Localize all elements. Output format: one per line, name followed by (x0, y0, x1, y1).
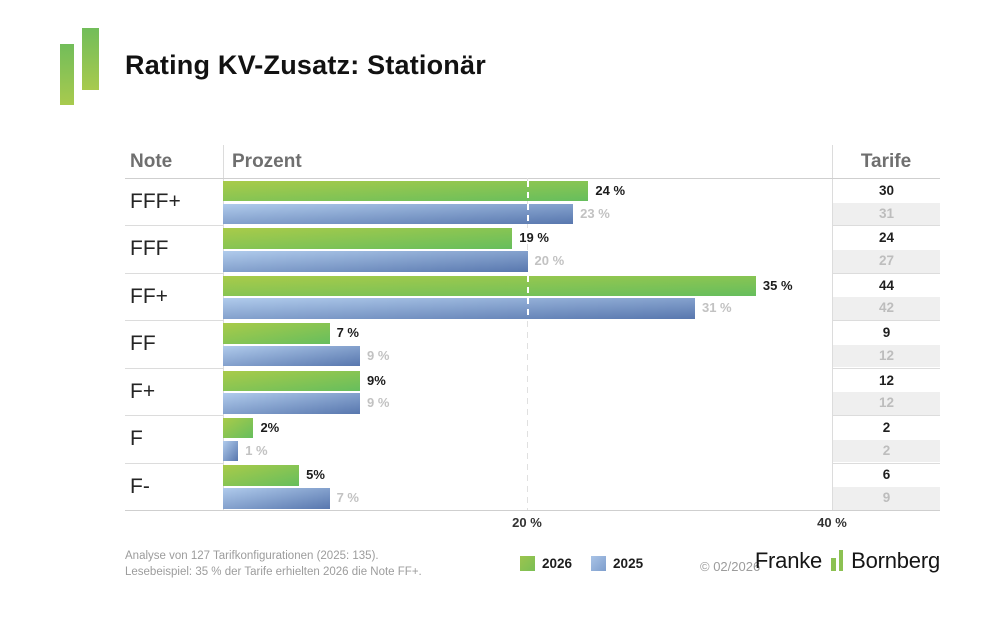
x-tick-20: 20 % (512, 515, 542, 530)
note-label-f+: F+ (130, 379, 156, 403)
bar-value-2026: 24 % (595, 182, 626, 198)
row-separator (832, 320, 940, 322)
logo-bar-icon (82, 28, 99, 90)
legend-swatch-2025-icon (591, 556, 607, 571)
gridline-overlay-icon (526, 203, 529, 225)
tarife-2026-ff: 9 (882, 325, 891, 341)
bar-2026-ff (223, 323, 330, 344)
bar-value-2025: 9 % (367, 347, 390, 363)
header-underline (125, 177, 940, 179)
bar-value-2026: 5% (306, 467, 325, 483)
note-label-ff+: FF+ (130, 284, 168, 308)
bar-value-2025: 23 % (580, 205, 610, 221)
tarife-2025-ff+: 42 (833, 297, 940, 320)
franke-bornberg-logotype: Franke Bornberg (755, 548, 940, 574)
column-header-prozent: Prozent (232, 151, 302, 172)
note-label-f: F (130, 427, 143, 451)
note-label-fff: FFF (130, 237, 169, 261)
bar-2025-f+ (223, 393, 361, 414)
bar-value-2025: 20 % (534, 253, 565, 269)
tarife-2026-f+: 12 (878, 372, 895, 388)
legend-swatch-2026-icon (520, 556, 535, 571)
gridline-overlay-icon (526, 298, 529, 319)
row-separator (832, 462, 940, 464)
tarife-2026-fff: 24 (878, 230, 895, 246)
legend: 2026 2025 (520, 556, 643, 571)
x-tick-40: 40 % (817, 515, 847, 530)
bar-2026-f (223, 417, 254, 439)
row-separator (125, 415, 223, 417)
bar-value-2026: 9% (367, 372, 386, 388)
column-header-note: Note (130, 151, 173, 172)
row-separator (125, 462, 223, 464)
bar-value-2026: 19 % (519, 230, 549, 246)
logo-bar-icon (838, 549, 844, 571)
legend-item-2025: 2025 (591, 556, 643, 571)
row-separator (125, 272, 223, 274)
tarife-2026-ff+: 44 (878, 277, 895, 293)
footnote-line2: Lesebeispiel: 35 % der Tarife erhielten … (125, 565, 422, 578)
legend-label-2025: 2025 (613, 556, 644, 571)
bar-value-2025: 7 % (336, 490, 359, 506)
note-label-ff: FF (130, 332, 156, 356)
bar-value-2026: 35 % (762, 277, 793, 293)
x-axis-line (125, 509, 940, 511)
bar-2025-f (223, 440, 239, 462)
tarife-2025-f-: 9 (833, 487, 940, 510)
page-title: Rating KV-Zusatz: Stationär (125, 50, 486, 80)
tarife-2026-fff+: 30 (878, 182, 895, 198)
bar-value-2025: 9 % (367, 395, 390, 411)
brand-name-franke: Franke (754, 548, 823, 573)
note-label-fff+: FFF+ (130, 190, 181, 213)
copyright: © 02/2026 (700, 559, 761, 574)
footnote-line1: Analyse von 127 Tarifkonfigurationen (20… (125, 550, 379, 562)
bar-2025-ff+ (223, 298, 695, 319)
row-separator (832, 367, 940, 369)
bar-2026-ff+ (223, 275, 756, 297)
gridline-20-percent (526, 178, 529, 510)
logo-bar-icon (60, 44, 74, 105)
rating-table: Note Prozent Tarife FFF+ 24 % 30 23 % 31 FFF 1… (125, 145, 940, 530)
table-body: FFF+ 24 % 30 23 % 31 FFF 19 % 24 20 % 27 FF+ 35 % 44… (125, 145, 940, 510)
tarife-2025-fff+: 31 (833, 202, 940, 226)
column-header-tarife: Tarife (860, 151, 912, 172)
brand-name-bornberg: Bornberg (851, 548, 940, 573)
column-divider (832, 145, 833, 510)
tarife-2025-f: 2 (833, 439, 940, 463)
footnote: Analyse von 127 Tarifkonfigurationen (20… (125, 549, 422, 580)
tarife-2025-f+: 12 (833, 392, 940, 415)
bar-value-2026: 2% (260, 419, 280, 435)
bar-2026-fff+ (223, 180, 589, 202)
row-separator (125, 367, 223, 369)
bar-2026-f- (223, 465, 300, 486)
logo-bar-icon (831, 557, 836, 571)
legend-label-2026: 2026 (542, 556, 573, 571)
tarife-2025-ff: 12 (833, 344, 940, 368)
row-separator (832, 225, 940, 227)
bar-2025-fff (223, 251, 528, 272)
bar-2026-f+ (223, 370, 361, 392)
tarife-2025-fff: 27 (833, 250, 940, 273)
row-separator (832, 272, 940, 274)
bar-2026-fff (223, 228, 513, 249)
bar-2025-f- (223, 488, 330, 509)
row-separator (125, 320, 223, 322)
bar-value-2026: 7 % (336, 325, 359, 341)
tarife-2026-f-: 6 (882, 467, 891, 483)
gridline-overlay-icon (526, 275, 529, 297)
bar-value-2025: 1 % (245, 442, 268, 458)
row-separator (832, 415, 940, 417)
bar-2025-fff+ (223, 203, 574, 225)
note-label-f-: F- (130, 474, 150, 498)
tarife-2026-f: 2 (882, 419, 891, 435)
row-separator (125, 225, 223, 227)
bar-value-2025: 31 % (701, 300, 732, 316)
legend-item-2026: 2026 (520, 556, 572, 571)
gridline-overlay-icon (526, 180, 529, 202)
bar-2025-ff (223, 345, 361, 367)
